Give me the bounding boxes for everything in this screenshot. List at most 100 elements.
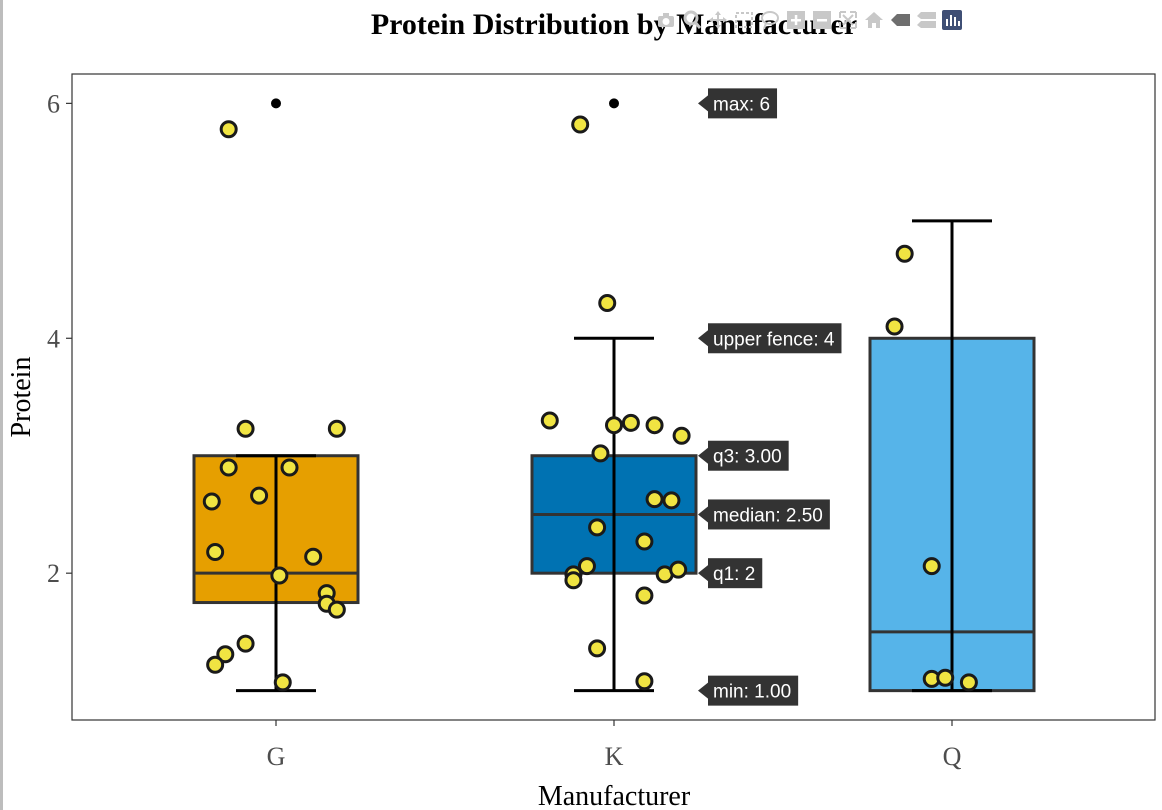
hover-label-pointer [698, 506, 708, 523]
jitter-point[interactable] [216, 645, 235, 664]
jitter-point[interactable] [588, 639, 607, 658]
y-tick-label: 6 [47, 89, 60, 118]
hover-label-box [708, 558, 763, 589]
chart-title: Protein Distribution by Manufacturer [370, 8, 858, 41]
jitter-point[interactable] [669, 560, 688, 579]
jitter-point[interactable] [327, 419, 346, 438]
plotly-logo-icon [942, 10, 962, 30]
zoom-out-button[interactable] [811, 9, 833, 31]
jitter-point[interactable] [273, 673, 292, 692]
autoscale-icon [839, 11, 857, 29]
jitter-point[interactable] [959, 673, 978, 692]
x-axis-title: Manufacturer [538, 781, 691, 810]
hover-label-box [708, 323, 842, 354]
zoom-in-button[interactable] [785, 9, 807, 31]
jitter-point[interactable] [662, 491, 681, 510]
hover-label-text: upper fence: 4 [713, 329, 835, 350]
lasso-select-icon [761, 11, 779, 30]
jitter-point[interactable] [936, 668, 955, 687]
y-axis-title: Protein [6, 357, 37, 438]
jitter-point[interactable] [621, 413, 640, 432]
pan-button[interactable] [707, 9, 729, 31]
hover-label-pointer [698, 447, 708, 464]
jitter-point[interactable] [645, 416, 664, 435]
jitter-point[interactable] [202, 492, 221, 511]
y-tick-label: 2 [47, 559, 60, 588]
x-tick-label: K [605, 742, 624, 771]
jitter-point[interactable] [635, 532, 654, 551]
autoscale-button[interactable] [837, 9, 859, 31]
jitter-point[interactable] [895, 244, 914, 263]
jitter-point[interactable] [280, 458, 299, 477]
jitter-point[interactable] [635, 672, 654, 691]
camera-icon [658, 13, 674, 27]
jitter-point[interactable] [598, 294, 617, 313]
jitter-point[interactable] [922, 557, 941, 576]
jitter-point[interactable] [236, 419, 255, 438]
box-q[interactable] [868, 219, 1036, 693]
hover-label-pointer [698, 330, 708, 347]
modebar [655, 6, 963, 34]
hover-label-text: median: 2.50 [713, 505, 823, 526]
window-left-border [0, 0, 3, 810]
hover-label-pointer [698, 682, 708, 699]
hover-label-box [708, 499, 830, 530]
jitter-point[interactable] [588, 518, 607, 537]
jitter-point[interactable] [591, 444, 610, 463]
jitter-point[interactable] [577, 557, 596, 576]
hover-label: q1: 2 [698, 558, 763, 589]
jitter-point[interactable] [206, 543, 225, 562]
jitter-point[interactable] [304, 547, 323, 566]
jitter-point[interactable] [540, 411, 559, 430]
hover-label: upper fence: 4 [698, 323, 842, 354]
jitter-point[interactable] [219, 458, 238, 477]
zoom-icon [683, 10, 702, 29]
jitter-point[interactable] [885, 317, 904, 336]
hover-label-text: max: 6 [713, 94, 770, 115]
hover-label: max: 6 [698, 88, 778, 119]
jitter-point[interactable] [236, 634, 255, 653]
jitter-point[interactable] [206, 655, 225, 674]
hover-label-pointer [698, 565, 708, 582]
box-select-icon [735, 12, 753, 28]
hover-label-text: min: 1.00 [713, 682, 791, 703]
jitter-point[interactable] [564, 571, 583, 590]
zoom-out-icon [813, 11, 831, 29]
box-select-button[interactable] [733, 9, 755, 31]
hover-label-box [708, 440, 789, 471]
jitter-point[interactable] [605, 416, 623, 435]
hover-label: q3: 3.00 [698, 440, 789, 471]
jitter-point[interactable] [219, 120, 238, 139]
box-k[interactable] [530, 98, 698, 693]
hover-label-text: q3: 3.00 [713, 447, 782, 468]
jitter-point[interactable] [571, 115, 590, 134]
jitter-point[interactable] [672, 426, 691, 445]
hover-label: min: 1.00 [698, 675, 799, 706]
jitter-point[interactable] [635, 586, 654, 605]
outlier-point[interactable] [609, 98, 619, 109]
hover-label-text: q1: 2 [713, 564, 755, 585]
zoom-button[interactable] [681, 9, 703, 31]
lasso-select-button[interactable] [759, 9, 781, 31]
reset-axes-button[interactable] [863, 9, 885, 31]
reset-axes-icon [865, 12, 883, 28]
y-tick-label: 4 [47, 324, 60, 353]
jitter-point[interactable] [250, 486, 269, 505]
x-tick-label: G [267, 742, 286, 771]
plotly-logo-button[interactable] [941, 9, 963, 31]
jitter-point[interactable] [327, 600, 346, 619]
hover-label-pointer [698, 95, 708, 112]
hover-closest-icon [891, 14, 910, 26]
hover-compare-icon [917, 12, 936, 28]
hover-label-box [708, 675, 799, 706]
outlier-point[interactable] [271, 98, 281, 109]
jitter-point[interactable] [270, 566, 289, 585]
camera-button[interactable] [655, 9, 677, 31]
x-tick-label: Q [943, 742, 962, 771]
jitter-point[interactable] [645, 490, 664, 509]
pan-icon [709, 11, 727, 29]
hover-compare-button[interactable] [915, 9, 937, 31]
hover-closest-button[interactable] [889, 9, 911, 31]
hover-label-box [708, 88, 778, 119]
